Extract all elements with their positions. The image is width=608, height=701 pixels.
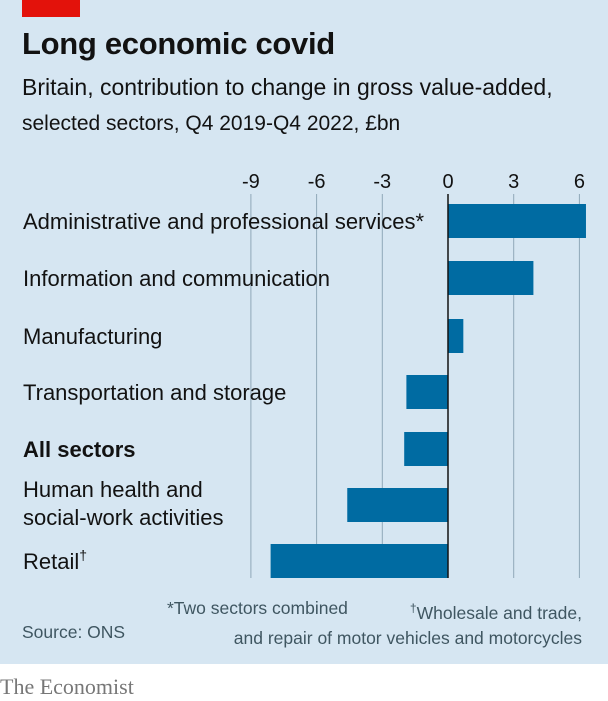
bar bbox=[270, 544, 448, 578]
x-tick-label: -3 bbox=[373, 171, 391, 193]
category-label: Human health and social-work activities bbox=[23, 477, 224, 530]
bar bbox=[448, 261, 534, 295]
footnote-dagger-text: Wholesale and trade, bbox=[416, 602, 582, 623]
source-note: Source: ONS bbox=[22, 622, 126, 642]
x-tick-label: 3 bbox=[508, 171, 519, 193]
category-label: Transportation and storage bbox=[23, 380, 286, 405]
x-tick-label: 0 bbox=[442, 171, 453, 193]
footnote-dagger-mark: † bbox=[409, 601, 417, 615]
x-tick-label: -6 bbox=[308, 171, 326, 193]
bar bbox=[448, 319, 464, 353]
bar bbox=[347, 488, 448, 522]
category-label: Manufacturing bbox=[23, 324, 162, 349]
subtitle-main: Britain, contribution to change in gross… bbox=[22, 74, 553, 100]
brand-logo: The Economist bbox=[0, 674, 134, 699]
chart-title: Long economic covid bbox=[22, 26, 335, 61]
subtitle-detail: selected sectors, Q4 2019-Q4 2022, £bn bbox=[22, 112, 401, 135]
brand-red-tag bbox=[22, 0, 80, 17]
category-label: All sectors bbox=[23, 437, 136, 462]
chart-subtitle: Britain, contribution to change in gross… bbox=[22, 70, 602, 141]
x-tick-label: -9 bbox=[242, 171, 260, 193]
category-label: Information and communication bbox=[23, 266, 330, 291]
bar bbox=[406, 375, 448, 409]
footnote-dagger: †Wholesale and trade, and repair of motor… bbox=[234, 596, 582, 651]
bar bbox=[404, 432, 448, 466]
footnote-star: *Two sectors combined bbox=[167, 598, 348, 618]
x-tick-label: 6 bbox=[574, 171, 585, 193]
bar bbox=[448, 204, 586, 238]
footnote-dagger-text-2: and repair of motor vehicles and motorcy… bbox=[233, 627, 582, 648]
category-label: Retail† bbox=[23, 547, 87, 574]
bar-chart: -9 -6 -3 0 3 6 Administrative and professional… bbox=[23, 171, 586, 578]
category-label: Administrative and professional services… bbox=[23, 209, 425, 234]
